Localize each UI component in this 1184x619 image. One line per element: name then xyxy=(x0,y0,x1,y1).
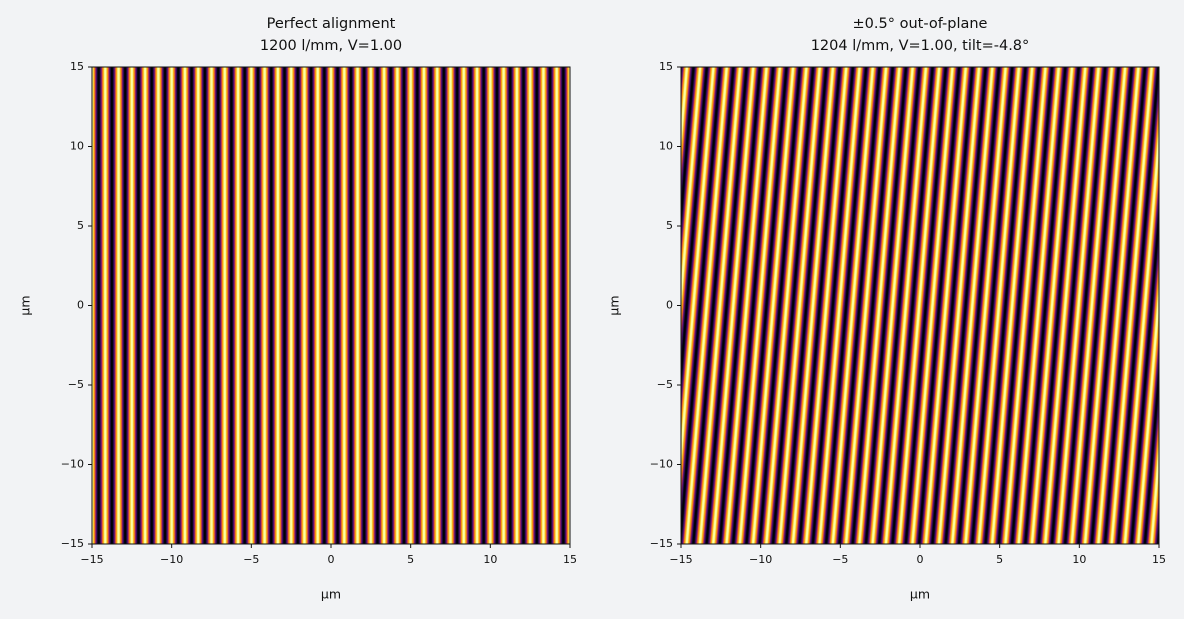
x-tick-label: 10 xyxy=(483,553,497,566)
y-tick-label: 15 xyxy=(70,60,84,73)
y-tick-label: 15 xyxy=(659,60,673,73)
x-tick-label: 15 xyxy=(563,553,577,566)
x-tick-label: −10 xyxy=(749,553,772,566)
y-tick-label: −5 xyxy=(657,378,673,391)
x-tick-label: −15 xyxy=(669,553,692,566)
x-tick-label: 0 xyxy=(328,553,335,566)
x-tick-label: 5 xyxy=(407,553,414,566)
y-tick-label: 5 xyxy=(77,219,84,232)
chart-title: ±0.5° out-of-plane xyxy=(853,16,988,32)
x-tick-label: 0 xyxy=(917,553,924,566)
y-tick-label: −10 xyxy=(650,458,673,471)
x-tick-label: 15 xyxy=(1152,553,1166,566)
y-axis-label: µm xyxy=(607,295,622,315)
chart-title: 1204 l/mm, V=1.00, tilt=-4.8° xyxy=(811,38,1030,54)
y-tick-label: −10 xyxy=(61,458,84,471)
fringe-image xyxy=(681,67,1159,544)
x-tick-label: 10 xyxy=(1072,553,1086,566)
x-tick-label: −5 xyxy=(832,553,848,566)
x-axis-label: µm xyxy=(910,587,930,602)
y-tick-label: 0 xyxy=(666,299,673,312)
y-tick-label: 10 xyxy=(659,140,673,153)
chart-title: 1200 l/mm, V=1.00 xyxy=(260,38,402,54)
y-tick-label: 0 xyxy=(77,299,84,312)
x-tick-label: −10 xyxy=(160,553,183,566)
x-axis-label: µm xyxy=(321,587,341,602)
y-tick-label: −15 xyxy=(650,537,673,550)
chart-title: Perfect alignment xyxy=(267,16,396,32)
y-tick-label: −15 xyxy=(61,537,84,550)
y-tick-label: 5 xyxy=(666,219,673,232)
fringe-image xyxy=(92,67,570,544)
y-axis-label: µm xyxy=(18,295,33,315)
y-tick-label: −5 xyxy=(68,378,84,391)
x-tick-label: −5 xyxy=(243,553,259,566)
x-tick-label: 5 xyxy=(996,553,1003,566)
x-tick-label: −15 xyxy=(80,553,103,566)
y-tick-label: 10 xyxy=(70,140,84,153)
